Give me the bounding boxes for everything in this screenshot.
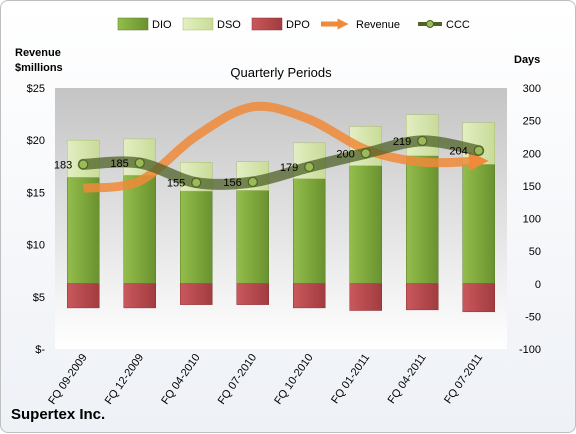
bar-dpo <box>236 283 269 305</box>
right-axis-tick-label: -100 <box>519 344 541 356</box>
x-axis-tick-label: FQ 04-2011 <box>386 352 429 406</box>
right-axis-tick-label: 200 <box>523 148 541 160</box>
bar-dpo <box>123 283 156 309</box>
ccc-marker <box>360 148 371 159</box>
bar-dio <box>293 178 326 284</box>
x-axis-tick-label: FQ 04-2010 <box>159 352 203 407</box>
left-axis-tick-label: $15 <box>27 187 45 199</box>
bar-dio <box>67 177 100 284</box>
right-axis-tick-label: 50 <box>529 246 541 258</box>
bar-dso <box>406 114 439 157</box>
revenue-line <box>82 101 489 193</box>
legend-swatch-dio <box>117 17 149 31</box>
ccc-marker <box>247 176 258 188</box>
ccc-marker <box>304 161 315 173</box>
bar-dpo <box>406 283 439 311</box>
ccc-marker <box>191 177 202 188</box>
legend: DIO DSO DPO Revenue CCC <box>117 17 470 31</box>
right-axis-tick-label: 100 <box>523 214 541 226</box>
ccc-marker <box>473 145 484 156</box>
x-axis-tick-label: FQ 12-2009 <box>103 352 147 407</box>
legend-swatch-ccc-marker <box>426 20 434 28</box>
ccc-marker <box>134 157 145 169</box>
legend-swatch-dpo <box>251 17 283 31</box>
bar-dpo <box>180 283 213 305</box>
ccc-marker <box>78 159 89 170</box>
bar-dio <box>236 190 269 285</box>
ccc-value-label: 179 <box>280 162 298 174</box>
bar-dpo <box>462 283 495 313</box>
left-axis-tick-label: $5 <box>33 292 45 304</box>
bar-dio <box>123 175 156 284</box>
revenue-series <box>82 101 489 193</box>
bar-dpo <box>293 283 326 309</box>
x-axis-tick-label: FQ 10-2010 <box>272 352 316 407</box>
left-axis-title-line1: Revenue <box>15 47 61 59</box>
bar-dio <box>406 155 439 284</box>
ccc-value-label: 219 <box>393 136 411 148</box>
left-axis-title-line2: $millions <box>15 62 63 74</box>
ccc-value-label: 155 <box>167 178 185 190</box>
right-axis-tick-label: 150 <box>523 181 541 193</box>
ccc-value-label: 204 <box>449 146 467 158</box>
legend-label-revenue: Revenue <box>356 19 400 31</box>
right-axis-tick-label: 0 <box>535 279 541 291</box>
x-axis-ticks: FQ 09-2009 FQ 12-2009 FQ 04-2010 FQ 07-2010… <box>46 352 485 407</box>
ccc-marker <box>417 135 428 146</box>
ccc-value-label: 185 <box>110 158 128 170</box>
plot-area <box>55 88 507 349</box>
x-axis-tick-label: FQ 07-2011 <box>442 352 485 406</box>
legend-label-dpo: DPO <box>286 19 310 31</box>
left-axis-tick-label: $- <box>35 344 45 356</box>
ccc-value-label: 200 <box>336 148 354 160</box>
left-axis-tick-label: $10 <box>27 240 45 252</box>
right-axis-tick-label: 300 <box>523 83 541 95</box>
left-axis-ticks: $- $5 $10 $15 $20 $25 <box>27 83 46 356</box>
company-name: Supertex Inc. <box>11 406 105 423</box>
x-axis-tick-label: FQ 07-2010 <box>216 352 260 407</box>
right-axis-tick-label: 250 <box>523 116 541 128</box>
ccc-value-label: 156 <box>223 177 241 189</box>
bar-dio <box>180 190 213 284</box>
bar-dpo <box>349 283 382 311</box>
bar-group <box>67 114 495 313</box>
ccc-value-label: 183 <box>54 159 72 171</box>
x-axis-tick-label: FQ 01-2011 <box>329 352 372 406</box>
right-axis-ticks: -100 -50 0 50 100 150 200 250 300 <box>519 83 541 356</box>
right-axis-title: Days <box>514 54 540 66</box>
chart-title: Quarterly Periods <box>230 65 332 80</box>
left-axis-tick-label: $25 <box>27 83 45 95</box>
left-axis-tick-label: $20 <box>27 135 45 147</box>
bar-dpo <box>67 283 100 309</box>
legend-label-dio: DIO <box>152 19 172 31</box>
legend-label-dso: DSO <box>217 19 241 31</box>
bar-dio <box>462 164 495 284</box>
legend-label-ccc: CCC <box>446 19 470 31</box>
legend-swatch-dso <box>182 17 214 31</box>
right-axis-tick-label: -50 <box>525 311 541 323</box>
bar-dio <box>349 165 382 285</box>
x-axis-tick-label: FQ 09-2009 <box>46 352 90 407</box>
ccc-series: 183 185 155 156 179 200 219 204 <box>54 135 485 190</box>
